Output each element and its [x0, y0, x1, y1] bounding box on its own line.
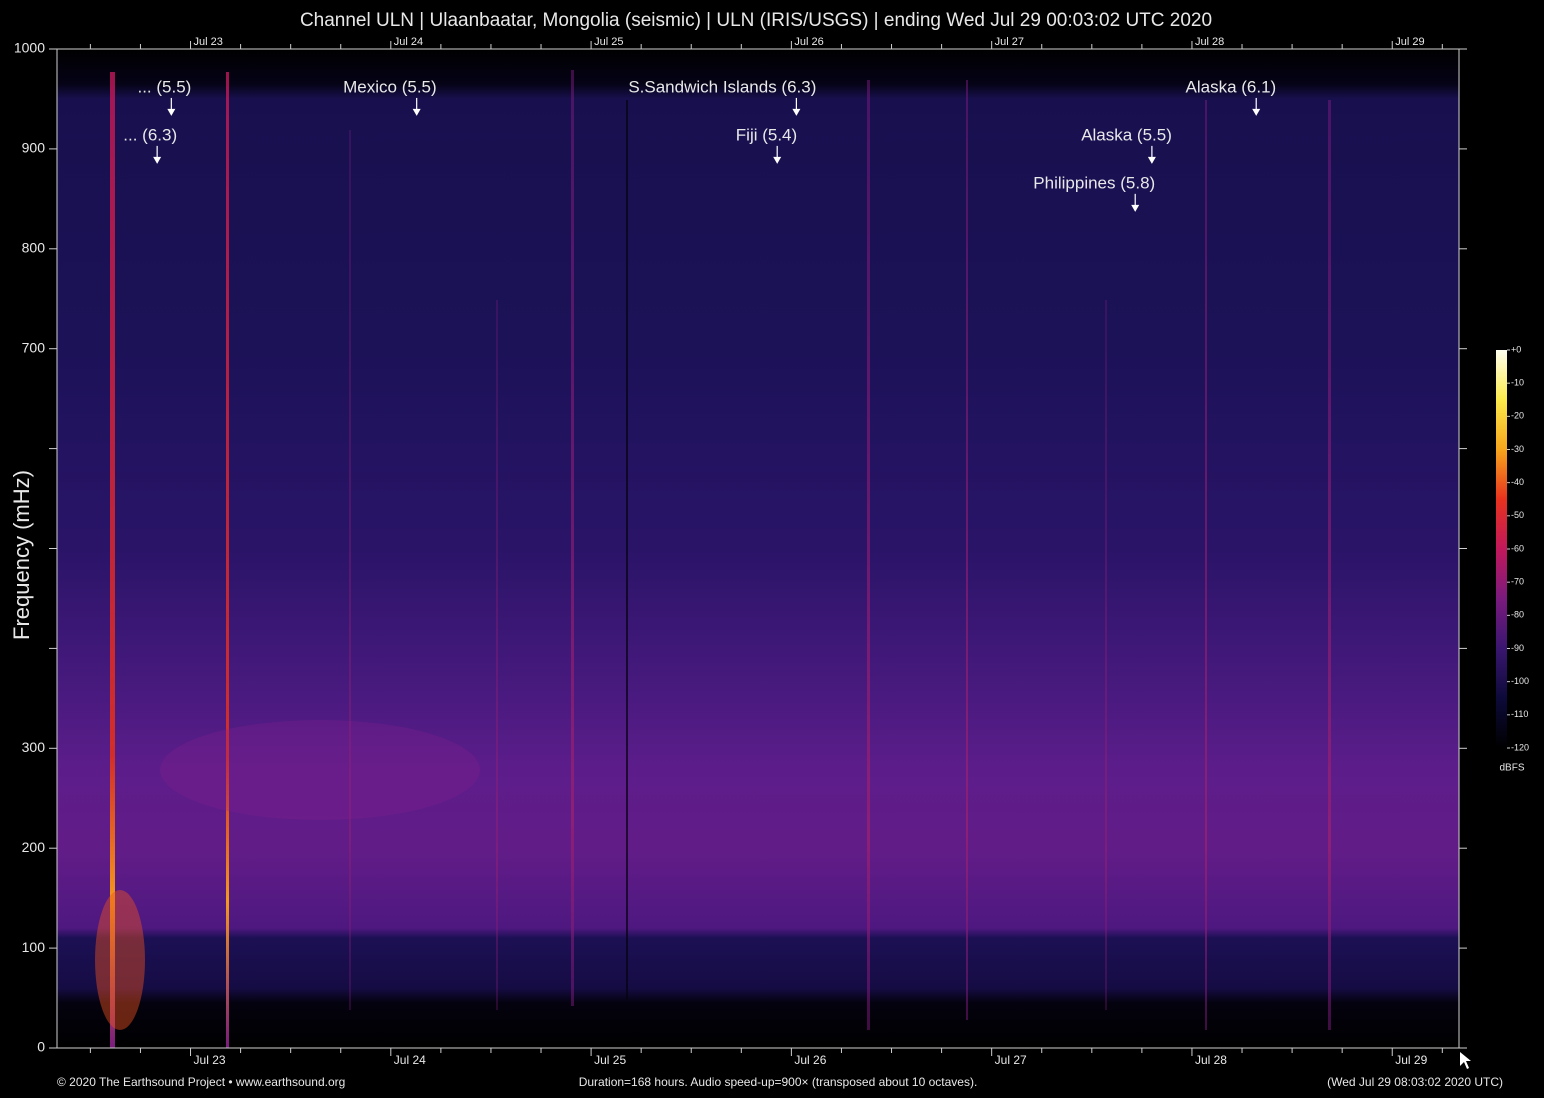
colorbar-tick-label: -110: [1511, 709, 1528, 719]
colorbar-tick-label: -80: [1511, 610, 1524, 620]
annotation-arrow-head: [153, 156, 162, 164]
colorbar-tick-label: -50: [1511, 510, 1524, 520]
event-streak: [867, 80, 870, 1030]
footer-right: (Wed Jul 29 08:03:02 2020 UTC): [1327, 1075, 1503, 1089]
annotation: ... (5.5): [137, 77, 191, 116]
colorbar-label: dBFS: [1499, 763, 1524, 774]
colorbar-tick-label: -60: [1511, 543, 1524, 553]
x-tick-label: Jul 28: [1195, 1053, 1227, 1067]
annotation: Alaska (5.5): [1081, 125, 1172, 164]
x-tick-label: Jul 23: [194, 1053, 226, 1067]
annotation-arrow-head: [792, 108, 801, 116]
x-tick-label-top: Jul 28: [1195, 36, 1224, 48]
noise-band: [160, 720, 480, 820]
cursor: [1460, 1052, 1471, 1069]
y-tick-label: 700: [22, 339, 46, 355]
y-tick-label: 800: [22, 240, 46, 256]
annotation-label: Alaska (6.1): [1186, 77, 1277, 96]
annotation-arrow-head: [1131, 204, 1140, 212]
colorbar-tick-label: -10: [1511, 378, 1524, 388]
annotation-arrow-head: [1252, 108, 1261, 116]
annotation-label: ... (6.3): [123, 125, 177, 144]
footer-center: Duration=168 hours. Audio speed-up=900× …: [579, 1075, 978, 1089]
annotation: Mexico (5.5): [343, 77, 437, 116]
x-tick-label-top: Jul 29: [1395, 36, 1424, 48]
y-tick-label: 200: [22, 839, 46, 855]
annotation: Alaska (6.1): [1186, 77, 1277, 116]
event-streak: [496, 300, 498, 1010]
annotation-arrow-head: [167, 108, 176, 116]
event-streak: [349, 130, 351, 1010]
x-tick-label: Jul 26: [794, 1053, 826, 1067]
x-tick-label-top: Jul 25: [594, 36, 623, 48]
annotation-label: S.Sandwich Islands (6.3): [628, 77, 816, 96]
colorbar-tick-label: -20: [1511, 411, 1524, 421]
event-streak: [1205, 100, 1207, 1030]
colorbar-tick-label: -40: [1511, 477, 1524, 487]
x-tick-label-top: Jul 26: [794, 36, 823, 48]
event-streak: [571, 70, 574, 1006]
event-streak: [110, 72, 115, 1048]
annotation: ... (6.3): [123, 125, 177, 164]
event-streak: [226, 72, 229, 1048]
colorbar-tick-label: -90: [1511, 643, 1524, 653]
data-gap: [626, 100, 628, 1000]
annotation-label: Philippines (5.8): [1033, 173, 1155, 192]
colorbar-tick-label: -70: [1511, 577, 1524, 587]
y-tick-label: 0: [37, 1039, 45, 1055]
annotation-label: Alaska (5.5): [1081, 125, 1172, 144]
spectrogram: [57, 49, 1459, 1048]
x-tick-label-top: Jul 24: [394, 36, 423, 48]
y-axis-label: Frequency (mHz): [9, 470, 34, 640]
colorbar: [1496, 350, 1507, 748]
annotation: Philippines (5.8): [1033, 173, 1155, 212]
x-tick-label-top: Jul 27: [995, 36, 1024, 48]
footer-left: © 2020 The Earthsound Project • www.eart…: [57, 1075, 345, 1089]
annotation-label: Fiji (5.4): [736, 125, 797, 144]
annotation-arrow-head: [1147, 156, 1156, 164]
y-tick-label: 900: [22, 140, 46, 156]
annotation-arrow-head: [773, 156, 782, 164]
y-tick-label: 100: [22, 939, 46, 955]
spectrogram-background: [57, 49, 1459, 1048]
y-tick-label: 1000: [14, 40, 45, 56]
annotation-arrow-head: [412, 108, 421, 116]
colorbar-tick-label: -100: [1511, 676, 1529, 686]
x-tick-label: Jul 25: [594, 1053, 626, 1067]
annotation: S.Sandwich Islands (6.3): [628, 77, 816, 116]
x-tick-label-top: Jul 23: [194, 36, 223, 48]
event-glow: [95, 890, 145, 1030]
annotation-label: ... (5.5): [137, 77, 191, 96]
event-streak: [966, 80, 968, 1020]
event-streak: [1105, 300, 1107, 1010]
x-tick-label: Jul 29: [1395, 1053, 1427, 1067]
colorbar-tick-label: +0: [1511, 344, 1521, 354]
colorbar-tick-label: -30: [1511, 444, 1524, 454]
annotation-label: Mexico (5.5): [343, 77, 437, 96]
annotation: Fiji (5.4): [736, 125, 797, 164]
chart-title: Channel ULN | Ulaanbaatar, Mongolia (sei…: [300, 10, 1212, 31]
y-tick-label: 300: [22, 739, 46, 755]
colorbar-tick-label: -120: [1511, 742, 1529, 752]
x-tick-label: Jul 27: [995, 1053, 1027, 1067]
event-streak: [1328, 100, 1331, 1030]
x-tick-label: Jul 24: [394, 1053, 426, 1067]
